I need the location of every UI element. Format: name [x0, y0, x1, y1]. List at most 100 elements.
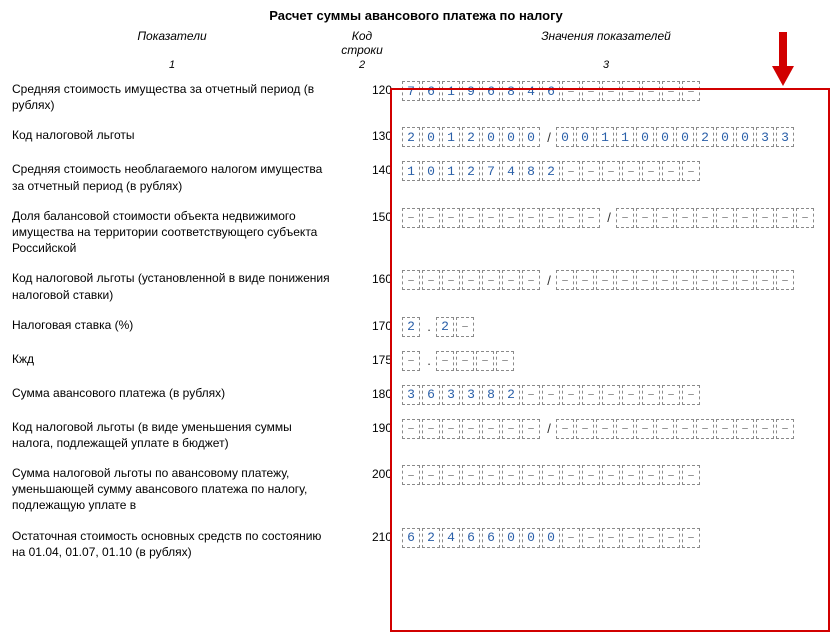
- value-cell: –: [542, 465, 560, 485]
- row-cells: 76196846–––––––: [402, 81, 702, 101]
- form-container: Расчет суммы авансового платежа по налог…: [12, 8, 820, 560]
- value-cell: –: [602, 528, 620, 548]
- value-cell: –: [582, 208, 600, 228]
- form-row: Код налоговой льготы (установленной в ви…: [12, 270, 820, 302]
- form-row: Налоговая ставка (%)1702.2–: [12, 317, 820, 337]
- value-cell: –: [442, 465, 460, 485]
- form-title: Расчет суммы авансового платежа по налог…: [12, 8, 820, 23]
- value-cell: –: [602, 385, 620, 405]
- row-cells: 363382–––––––––: [402, 385, 702, 405]
- value-cell: 2: [402, 127, 420, 147]
- row-code: 140: [344, 161, 402, 177]
- header-idx-1: 1: [12, 59, 332, 71]
- value-cell: –: [596, 419, 614, 439]
- value-cell: –: [482, 465, 500, 485]
- value-cell: –: [676, 419, 694, 439]
- value-cell: 0: [556, 127, 574, 147]
- value-cell: 2: [462, 161, 480, 181]
- value-cell: –: [462, 465, 480, 485]
- value-cell: 0: [502, 127, 520, 147]
- value-cell: –: [662, 528, 680, 548]
- value-cell: 0: [522, 528, 540, 548]
- header-idx-3: 3: [392, 59, 820, 71]
- row-label: Сумма налоговой льготы по авансовому пла…: [12, 465, 344, 514]
- value-cell: 0: [502, 528, 520, 548]
- value-cell: –: [676, 208, 694, 228]
- value-cell: 8: [482, 385, 500, 405]
- value-cell: –: [542, 385, 560, 405]
- value-cell: –: [562, 385, 580, 405]
- value-cell: 1: [442, 127, 460, 147]
- value-cell: 6: [422, 385, 440, 405]
- value-cell: –: [442, 419, 460, 439]
- form-rows: Средняя стоимость имущества за отчетный …: [12, 81, 820, 560]
- value-cell: –: [662, 385, 680, 405]
- form-row: Средняя стоимость необлагаемого налогом …: [12, 161, 820, 193]
- value-cell: –: [576, 419, 594, 439]
- value-cell: –: [502, 419, 520, 439]
- value-cell: 0: [716, 127, 734, 147]
- value-cell: –: [582, 161, 600, 181]
- row-cells: –.––––: [402, 351, 516, 371]
- form-row: Код налоговой льготы (в виде уменьшения …: [12, 419, 820, 451]
- form-row: Доля балансовой стоимости объекта недвиж…: [12, 208, 820, 257]
- value-cell: –: [422, 270, 440, 290]
- row-cells: 62466000–––––––: [402, 528, 702, 548]
- row-label: Сумма авансового платежа (в рублях): [12, 385, 344, 401]
- value-cell: –: [442, 208, 460, 228]
- value-cell: 0: [422, 127, 440, 147]
- value-cell: 4: [502, 161, 520, 181]
- row-label: Остаточная стоимость основных средств по…: [12, 528, 344, 560]
- value-cell: –: [522, 270, 540, 290]
- value-cell: –: [582, 81, 600, 101]
- value-cell: 6: [462, 528, 480, 548]
- value-cell: –: [642, 385, 660, 405]
- value-cell: –: [602, 81, 620, 101]
- value-cell: –: [616, 208, 634, 228]
- row-cells: –––––––/––––––––––––: [402, 419, 796, 439]
- row-code: 180: [344, 385, 402, 401]
- value-cell: –: [462, 270, 480, 290]
- value-cell: –: [682, 385, 700, 405]
- value-cell: –: [402, 351, 420, 371]
- value-cell: –: [496, 351, 514, 371]
- value-cell: –: [676, 270, 694, 290]
- row-code: 130: [344, 127, 402, 143]
- form-row: Кжд175–.––––: [12, 351, 820, 371]
- value-cell: –: [776, 419, 794, 439]
- value-cell: –: [736, 270, 754, 290]
- value-cell: –: [682, 465, 700, 485]
- value-cell: –: [756, 208, 774, 228]
- value-cell: –: [656, 419, 674, 439]
- row-code: 200: [344, 465, 402, 481]
- value-cell: –: [562, 208, 580, 228]
- value-cell: –: [616, 419, 634, 439]
- value-cell: –: [642, 81, 660, 101]
- value-cell: 1: [596, 127, 614, 147]
- value-cell: –: [716, 208, 734, 228]
- value-cell: 0: [522, 127, 540, 147]
- value-cell: –: [582, 528, 600, 548]
- row-label: Код налоговой льготы: [12, 127, 344, 143]
- value-cell: 0: [676, 127, 694, 147]
- value-cell: –: [502, 270, 520, 290]
- value-cell: 1: [616, 127, 634, 147]
- value-cell: –: [776, 208, 794, 228]
- value-cell: –: [622, 81, 640, 101]
- value-cell: –: [522, 465, 540, 485]
- row-code: 190: [344, 419, 402, 435]
- value-cell: –: [682, 81, 700, 101]
- value-cell: –: [662, 81, 680, 101]
- value-cell: 4: [442, 528, 460, 548]
- row-label: Код налоговой льготы (установленной в ви…: [12, 270, 344, 302]
- value-cell: 3: [442, 385, 460, 405]
- value-cell: 1: [402, 161, 420, 181]
- value-cell: 3: [402, 385, 420, 405]
- row-code: 210: [344, 528, 402, 544]
- column-headers: Показатели Код строки Значения показател…: [12, 29, 820, 57]
- form-row: Код налоговой льготы1302012000/001100020…: [12, 127, 820, 147]
- value-cell: –: [796, 208, 814, 228]
- value-cell: 2: [462, 127, 480, 147]
- value-cell: –: [756, 419, 774, 439]
- value-cell: 3: [776, 127, 794, 147]
